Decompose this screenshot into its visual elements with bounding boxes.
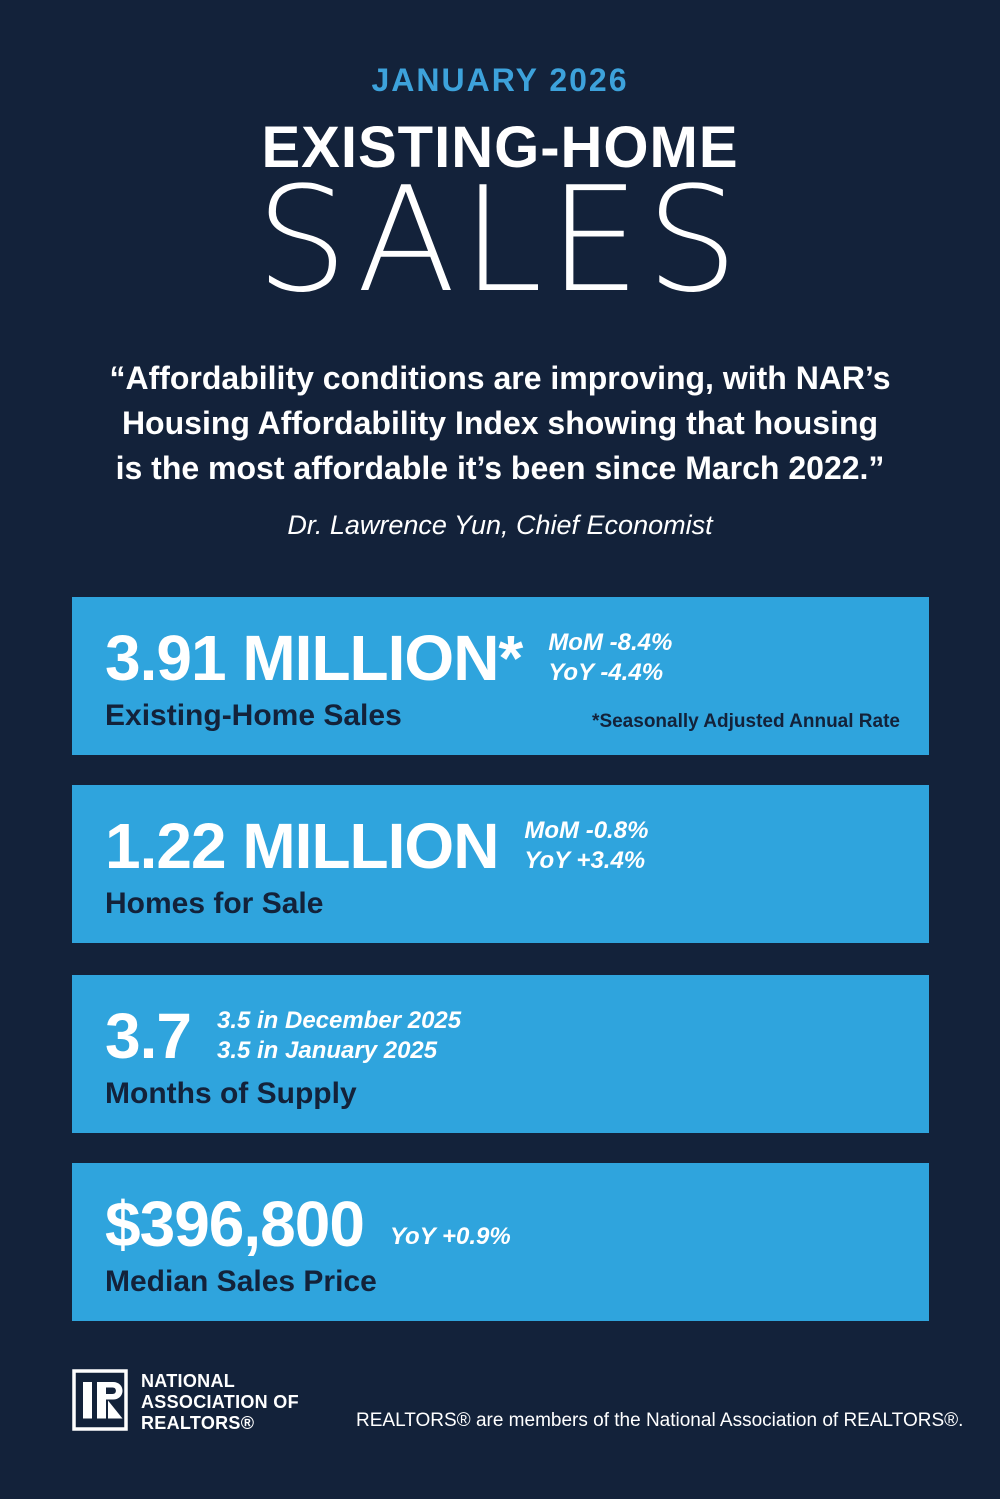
org-name-line: REALTORS® [141, 1413, 255, 1433]
stat-label: Median Sales Price [105, 1265, 377, 1298]
title-line-existing-home: EXISTING-HOME [261, 115, 739, 180]
org-name-line: ASSOCIATION OF [141, 1392, 299, 1412]
quote-line: is the most affordable it’s been since M… [115, 450, 885, 486]
stat-label: Months of Supply [105, 1077, 357, 1110]
stat-card-median-sales-price: $396,800 YoY +0.9% Median Sales Price [72, 1163, 929, 1321]
stat-sub-line: YoY +3.4% [524, 847, 646, 874]
stat-sub-stats: MoM -8.4% YoY -4.4% [548, 628, 672, 689]
stat-value-row: 3.7 3.5 in December 2025 3.5 in January … [105, 1002, 900, 1070]
stat-value: $396,800 [105, 1188, 365, 1260]
stat-label: Homes for Sale [105, 887, 324, 920]
stat-sub-stats: YoY +0.9% [390, 1222, 511, 1252]
quote-line: Housing Affordability Index showing that… [121, 405, 879, 441]
stat-card-existing-home-sales: 3.91 MILLION* MoM -8.4% YoY -4.4% Existi… [72, 597, 929, 755]
stat-sub-line: MoM -0.8% [524, 816, 649, 844]
org-name-line: NATIONAL [141, 1371, 236, 1391]
stat-value: 1.22 MILLION [105, 810, 499, 882]
report-month: JANUARY 2026 [371, 62, 629, 98]
stat-card-content: 3.7 3.5 in December 2025 3.5 in January … [105, 1002, 900, 1111]
stat-sub-line: 3.5 in January 2025 [216, 1037, 438, 1064]
stat-sub-stats: 3.5 in December 2025 3.5 in January 2025 [217, 1006, 461, 1067]
stat-card-content: 1.22 MILLION MoM -0.8% YoY +3.4% Homes f… [105, 812, 900, 921]
realtors-disclaimer: REALTORS® are members of the National As… [356, 1410, 964, 1431]
quote-attribution: Dr. Lawrence Yun, Chief Economist [287, 510, 713, 540]
stat-card-content: $396,800 YoY +0.9% Median Sales Price [105, 1190, 900, 1299]
quote-line: “Affordability conditions are improving,… [109, 360, 891, 396]
stat-value-row: $396,800 YoY +0.9% [105, 1190, 900, 1258]
stat-card-homes-for-sale: 1.22 MILLION MoM -0.8% YoY +3.4% Homes f… [72, 785, 929, 943]
stat-card-months-of-supply: 3.7 3.5 in December 2025 3.5 in January … [72, 975, 929, 1133]
stat-sub-line: YoY -4.4% [548, 659, 664, 686]
stat-sub-line: YoY +0.9% [389, 1222, 511, 1250]
stat-sub-line: MoM -8.4% [548, 628, 673, 656]
stat-sub-stats: MoM -0.8% YoY +3.4% [524, 816, 648, 877]
stat-card-content: 3.91 MILLION* MoM -8.4% YoY -4.4% Existi… [105, 624, 900, 733]
stat-value-row: 1.22 MILLION MoM -0.8% YoY +3.4% [105, 812, 900, 880]
org-name: NATIONAL ASSOCIATION OF REALTORS® [141, 1371, 299, 1434]
title-line-sales: SALES [255, 156, 745, 325]
stat-sub-line: 3.5 in December 2025 [216, 1006, 462, 1034]
stat-value: 3.91 MILLION* [105, 622, 523, 694]
stat-footnote: *Seasonally Adjusted Annual Rate [592, 711, 900, 732]
nar-block-r-logo-icon [72, 1369, 128, 1431]
economist-quote: “Affordability conditions are improving,… [70, 356, 930, 491]
stat-label: Existing-Home Sales [105, 699, 402, 732]
stat-value: 3.7 [105, 1000, 192, 1072]
stat-value-row: 3.91 MILLION* MoM -8.4% YoY -4.4% [105, 624, 900, 692]
